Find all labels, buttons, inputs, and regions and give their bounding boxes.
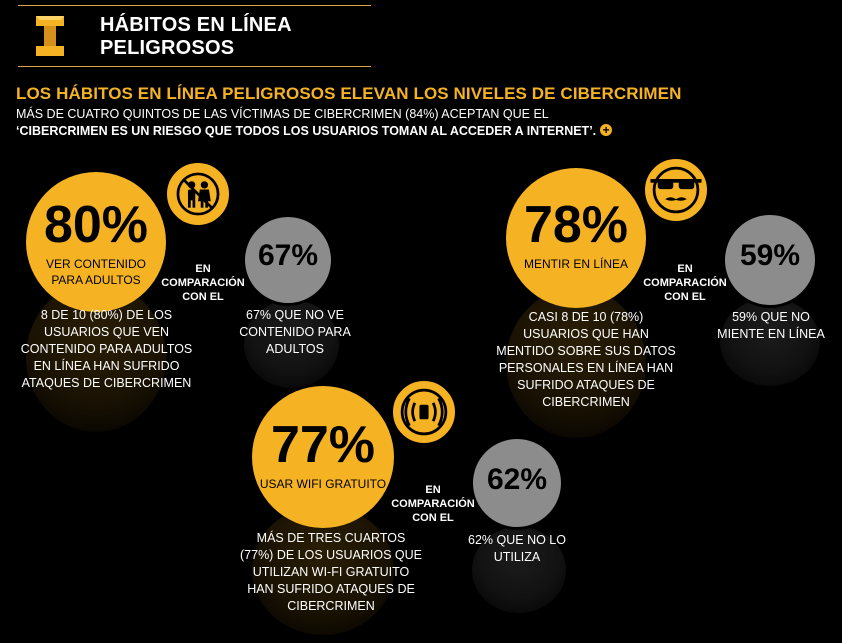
adult-compare-description-line: CONTENIDO PARA xyxy=(239,325,351,339)
comparison-label-line: EN xyxy=(195,263,211,275)
header-bottom-rule xyxy=(18,66,371,67)
headline: LOS HÁBITOS EN LÍNEA PELIGROSOS ELEVAN L… xyxy=(16,84,682,103)
page-title-line2: PELIGROSOS xyxy=(100,37,235,59)
adult-description-line: CONTENIDO PARA ADULTOS xyxy=(20,342,193,356)
lying-description: CASI 8 DE 10 (78%) USUARIOS QUE HAN MENT… xyxy=(486,309,686,411)
lying-compare-shadow xyxy=(720,298,820,386)
wifi-compare-circle: 62% xyxy=(470,436,564,530)
adult-compare-description: 67% QUE NO VE CONTENIDO PARA ADULTOS xyxy=(230,307,360,358)
wifi-description-line: (77%) DE LOS USUARIOS QUE xyxy=(240,548,422,562)
comparison-label-line: COMPARACIÓN xyxy=(161,277,245,289)
comparison-label-line: EN xyxy=(677,263,693,275)
wifi-comparison-label: EN COMPARACIÓN CON EL xyxy=(380,483,486,525)
lying-description-line: MENTIDO SOBRE SUS DATOS xyxy=(496,344,676,358)
adult-compare-description-line: 67% QUE NO VE xyxy=(246,308,344,322)
comparison-label-line: CON EL xyxy=(182,291,224,303)
adult-description-line: ATAQUES DE CIBERCRIMEN xyxy=(21,376,192,390)
lying-description-line: USUARIOS QUE HAN xyxy=(523,327,649,341)
lying-description-line: PERSONALES EN LÍNEA HAN xyxy=(498,361,674,375)
wifi-compare-shadow xyxy=(472,527,566,613)
intro-quote: ‘CIBERCRIMEN ES UN RIESGO QUE TODOS LOS … xyxy=(16,124,597,138)
disguise-face-icon xyxy=(642,156,710,224)
adult-description-line: EN LÍNEA HAN SUFRIDO xyxy=(33,359,180,373)
lying-description-line: SUFRIDO ATAQUES DE xyxy=(517,378,655,392)
wifi-signal-icon xyxy=(390,378,458,446)
i-beam-icon xyxy=(34,14,66,58)
adult-stat-value: 80% xyxy=(43,196,149,254)
header-top-rule xyxy=(18,5,371,6)
lying-comparison-label: EN COMPARACIÓN CON EL xyxy=(632,262,738,304)
more-info-icon[interactable]: + xyxy=(600,124,613,136)
lying-compare-description-line: MIENTE EN LÍNEA xyxy=(717,327,825,341)
wifi-description-line: CIBERCRIMEN xyxy=(287,599,375,613)
wifi-stat-circle: 77% USAR WIFI GRATUITO xyxy=(252,386,394,528)
no-adults-icon xyxy=(164,160,232,228)
wifi-compare-description: 62% QUE NO LO UTILIZA xyxy=(455,532,579,566)
adult-stat-label: VER CONTENIDO PARA ADULTOS xyxy=(26,256,166,288)
comparison-label-line: CON EL xyxy=(412,512,454,524)
adult-description: 8 DE 10 (80%) DE LOS USUARIOS QUE VEN CO… xyxy=(14,307,199,392)
lying-stat-circle: 78% MENTIR EN LÍNEA xyxy=(506,168,646,308)
lying-shadow xyxy=(506,288,646,438)
wifi-description-line: MÁS DE TRES CUARTOS xyxy=(256,531,406,545)
wifi-compare-description-line: 62% QUE NO LO xyxy=(468,533,566,547)
intro-subtext-line2: ‘CIBERCRIMEN ES UN RIESGO QUE TODOS LOS … xyxy=(16,124,613,138)
wifi-description-line: UTILIZAN WI-FI GRATUITO xyxy=(252,565,410,579)
lying-stat-value: 78% xyxy=(523,196,629,254)
adult-compare-shadow xyxy=(244,300,339,388)
wifi-compare-value: 62% xyxy=(486,463,548,496)
lying-compare-description: 59% QUE NO MIENTE EN LÍNEA xyxy=(706,309,836,343)
wifi-stat-label-line: USAR WIFI GRATUITO xyxy=(259,477,387,491)
comparison-label-line: CON EL xyxy=(664,291,706,303)
wifi-description: MÁS DE TRES CUARTOS (77%) DE LOS USUARIO… xyxy=(226,530,436,615)
lying-compare-description-line: 59% QUE NO xyxy=(732,310,810,324)
adult-stat-label-line: PARA ADULTOS xyxy=(51,273,141,287)
lying-stat-label: MENTIR EN LÍNEA xyxy=(506,256,646,272)
lying-compare-value: 59% xyxy=(739,239,801,272)
adult-stat-label-line: VER CONTENIDO xyxy=(45,257,146,271)
comparison-label-line: COMPARACIÓN xyxy=(643,277,727,289)
adult-compare-description-line: ADULTOS xyxy=(266,342,324,356)
intro-subtext-line1: MÁS DE CUATRO QUINTOS DE LAS VÍCTIMAS DE… xyxy=(16,107,549,121)
page-title-line1: HÁBITOS EN LÍNEA xyxy=(100,14,292,36)
adult-compare-circle: 67% xyxy=(242,214,334,306)
page-title: HÁBITOS EN LÍNEA PELIGROSOS xyxy=(100,14,292,60)
lying-description-line: CASI 8 DE 10 (78%) xyxy=(528,310,644,324)
lying-compare-circle: 59% xyxy=(722,212,818,308)
wifi-description-line: HAN SUFRIDO ATAQUES DE xyxy=(247,582,415,596)
adult-compare-value: 67% xyxy=(257,239,319,272)
comparison-label-line: COMPARACIÓN xyxy=(391,498,475,510)
lying-stat-label-line: MENTIR EN LÍNEA xyxy=(523,257,628,271)
lying-description-line: CIBERCRIMEN xyxy=(542,395,630,409)
adult-description-line: USUARIOS QUE VEN xyxy=(43,325,170,339)
adult-comparison-label: EN COMPARACIÓN CON EL xyxy=(150,262,256,304)
wifi-stat-value: 77% xyxy=(270,416,376,474)
wifi-stat-label: USAR WIFI GRATUITO xyxy=(252,476,394,492)
wifi-compare-description-line: UTILIZA xyxy=(493,550,541,564)
adult-stat-circle: 80% VER CONTENIDO PARA ADULTOS xyxy=(26,172,166,312)
adult-description-line: 8 DE 10 (80%) DE LOS xyxy=(40,308,173,322)
comparison-label-line: EN xyxy=(425,484,441,496)
